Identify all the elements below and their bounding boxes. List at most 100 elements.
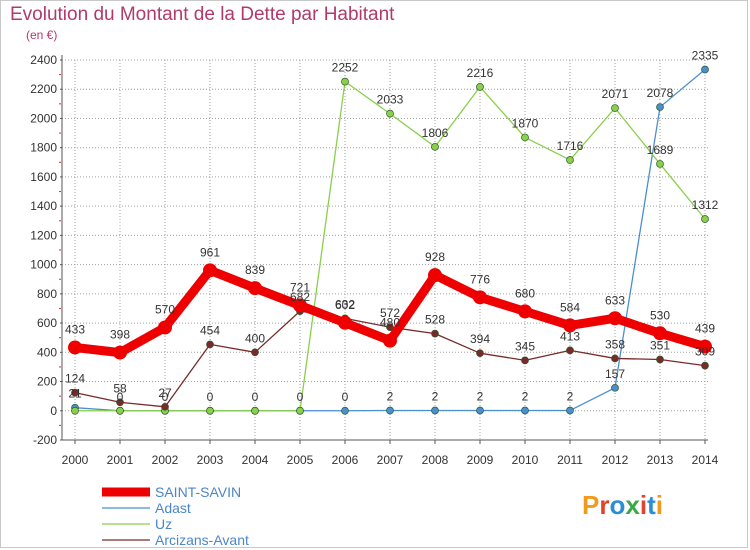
- data-label: 1312: [692, 198, 719, 212]
- data-point: [698, 339, 712, 354]
- data-point: [251, 406, 259, 415]
- data-label: 572: [380, 306, 400, 320]
- data-point: [116, 406, 124, 415]
- legend-label: Arcizans-Avant: [155, 532, 249, 548]
- data-label: 1716: [557, 139, 584, 153]
- legend-label: Adast: [155, 500, 191, 516]
- data-point: [611, 354, 619, 363]
- y-tick-label: 200: [37, 375, 57, 389]
- x-tick-label: 2000: [62, 453, 89, 467]
- data-label: 454: [200, 323, 220, 337]
- y-tick-label: 400: [37, 345, 57, 359]
- data-label: 776: [470, 272, 490, 286]
- data-label: 345: [515, 339, 535, 353]
- data-point: [476, 83, 484, 91]
- axes: -200020040060080010001200140016001800200…: [30, 53, 718, 467]
- data-label: 433: [65, 322, 85, 336]
- x-tick-label: 2014: [692, 453, 719, 467]
- data-label: 584: [560, 300, 580, 314]
- data-point: [611, 104, 619, 112]
- x-tick-label: 2008: [422, 453, 449, 467]
- y-tick-label: 1400: [30, 199, 57, 213]
- data-point: [566, 406, 574, 415]
- data-label: 721: [290, 280, 310, 294]
- data-label: 632: [335, 297, 355, 311]
- data-label: 2216: [467, 66, 494, 80]
- data-label: 398: [110, 328, 130, 342]
- data-label: 2: [567, 389, 574, 403]
- data-point: [71, 406, 79, 415]
- data-label: 0: [297, 390, 304, 404]
- data-label: 602: [335, 298, 355, 312]
- data-label: 0: [117, 390, 124, 404]
- data-label: 0: [162, 390, 169, 404]
- data-point: [431, 406, 439, 415]
- data-label: 1870: [512, 116, 539, 130]
- data-point: [113, 345, 127, 360]
- y-tick-label: 0: [50, 404, 57, 418]
- y-tick-label: -200: [33, 433, 57, 447]
- data-point: [161, 402, 169, 411]
- data-label: 633: [605, 293, 625, 307]
- data-point: [386, 406, 394, 415]
- data-label: 2: [432, 389, 439, 403]
- data-point: [341, 77, 349, 86]
- data-point: [608, 311, 622, 326]
- brand-letter: i: [639, 490, 648, 520]
- unit-label: (en €): [26, 28, 58, 42]
- y-tick-label: 1800: [30, 141, 57, 155]
- data-point: [68, 340, 82, 355]
- y-tick-label: 1600: [30, 170, 57, 184]
- legend-label: Uz: [155, 516, 172, 532]
- data-label: 0: [252, 390, 259, 404]
- data-point: [656, 103, 664, 111]
- x-tick-label: 2001: [107, 453, 134, 467]
- data-point: [206, 340, 214, 349]
- data-label: 480: [380, 316, 400, 330]
- data-point: [563, 318, 577, 333]
- data-label: 0: [342, 390, 349, 404]
- data-label: 351: [650, 338, 670, 352]
- data-label: 839: [245, 263, 265, 277]
- data-label: 2335: [692, 49, 719, 63]
- y-tick-label: 1000: [30, 258, 57, 272]
- brand-letter: o: [609, 490, 626, 520]
- data-label: 413: [560, 329, 580, 343]
- data-point: [521, 406, 529, 415]
- data-point: [251, 348, 259, 357]
- data-label: 530: [650, 308, 670, 322]
- data-label: 928: [425, 250, 445, 264]
- data-point: [296, 406, 304, 415]
- data-label: 680: [515, 286, 535, 300]
- data-label: 124: [65, 372, 85, 386]
- data-point: [656, 160, 664, 168]
- data-labels: 21 0 0 0 0 0 0 2 2 2 2 2 157 2078 2335 2252 2033 1806 2216…: [65, 49, 719, 404]
- data-point: [386, 109, 394, 118]
- data-point: [701, 65, 709, 74]
- data-label: 2071: [602, 87, 629, 101]
- y-tick-label: 2200: [30, 82, 57, 96]
- data-point: [206, 406, 214, 415]
- data-point: [521, 356, 529, 365]
- data-point: [701, 215, 709, 223]
- data-label: 682: [290, 290, 310, 304]
- data-point: [158, 320, 172, 335]
- y-tick-label: 2000: [30, 111, 57, 125]
- data-point: [431, 329, 439, 338]
- data-label: 2: [477, 389, 484, 403]
- data-points: [68, 65, 712, 415]
- brand-letter: r: [599, 490, 610, 520]
- y-tick-label: 800: [37, 287, 57, 301]
- data-point: [386, 323, 394, 332]
- x-tick-label: 2009: [467, 453, 494, 467]
- data-point: [293, 298, 307, 313]
- data-point: [473, 290, 487, 305]
- data-point: [203, 263, 217, 278]
- data-point: [701, 361, 709, 370]
- data-label: 309: [695, 345, 715, 359]
- data-label: 1806: [422, 126, 449, 140]
- data-label: 2078: [647, 86, 674, 100]
- data-label: 2: [387, 389, 394, 403]
